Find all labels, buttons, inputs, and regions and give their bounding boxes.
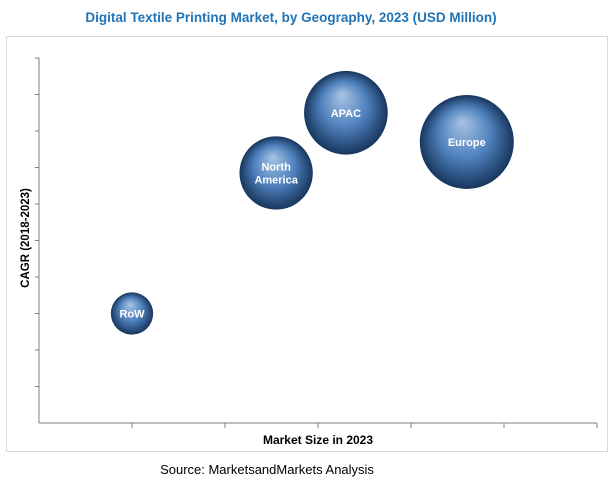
chart-frame	[6, 36, 608, 452]
bubble-europe: Europe	[419, 94, 514, 189]
bubble-mark	[419, 94, 514, 189]
bubble-label: America	[254, 174, 298, 186]
bubble-row: RoW	[110, 292, 154, 335]
x-axis-label: Market Size in 2023	[263, 433, 373, 447]
bubble-label: North	[261, 161, 291, 173]
bubble-label: Europe	[448, 137, 486, 149]
bubble-mark	[239, 136, 313, 210]
y-axis-label: CAGR (2018-2023)	[20, 188, 32, 288]
bubble-label: APAC	[331, 108, 361, 120]
bubble-mark	[304, 70, 388, 155]
bubble-mark	[110, 292, 154, 335]
source-note: Source: MarketsandMarkets Analysis	[160, 462, 374, 477]
ticks	[35, 57, 598, 428]
bubble-label: RoW	[119, 309, 145, 321]
chart-title: Digital Textile Printing Market, by Geog…	[85, 10, 497, 25]
bubble-apac: APAC	[304, 70, 388, 155]
